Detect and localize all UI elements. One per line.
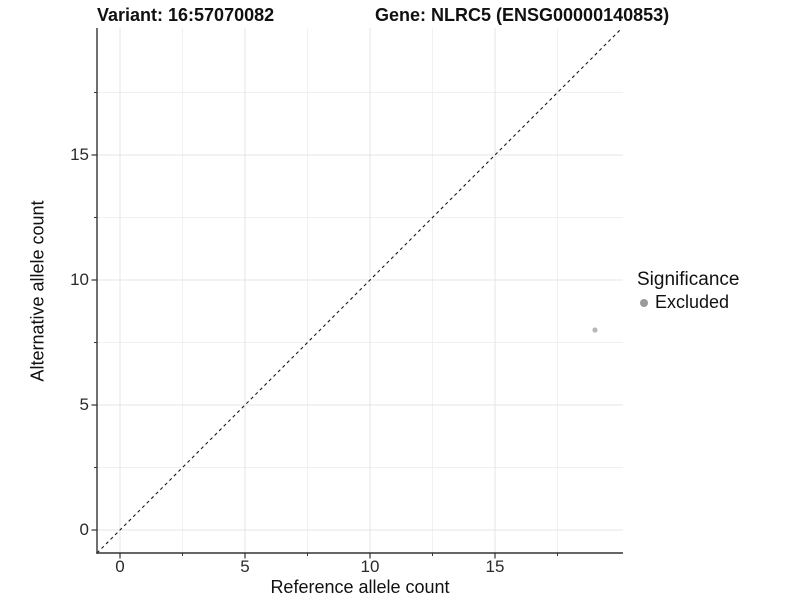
x-tick-label: 0 bbox=[115, 557, 125, 576]
y-axis-title: Alternative allele count bbox=[27, 200, 48, 382]
x-tick-label: 5 bbox=[240, 557, 250, 576]
identity-reference-line bbox=[96, 27, 623, 554]
x-tick-label: 10 bbox=[360, 557, 380, 576]
y-tick-label: 5 bbox=[79, 395, 89, 414]
plot-title-variant: Variant: 16:57070082 bbox=[97, 5, 275, 25]
x-tick-label: 15 bbox=[485, 557, 505, 576]
legend-item-label: Excluded bbox=[655, 292, 730, 312]
legend-title: Significance bbox=[637, 269, 740, 290]
y-tick-label: 0 bbox=[79, 520, 89, 539]
x-axis-title: Reference allele count bbox=[270, 577, 450, 597]
plot-title-gene: Gene: NLRC5 (ENSG00000140853) bbox=[375, 5, 670, 25]
data-point bbox=[592, 327, 598, 333]
legend-item-excluded: Excluded bbox=[637, 292, 739, 313]
y-tick-label: 15 bbox=[70, 145, 89, 164]
y-tick-label: 10 bbox=[70, 270, 89, 289]
legend-point-icon bbox=[640, 298, 648, 307]
legend: Significance Excluded bbox=[637, 269, 739, 313]
